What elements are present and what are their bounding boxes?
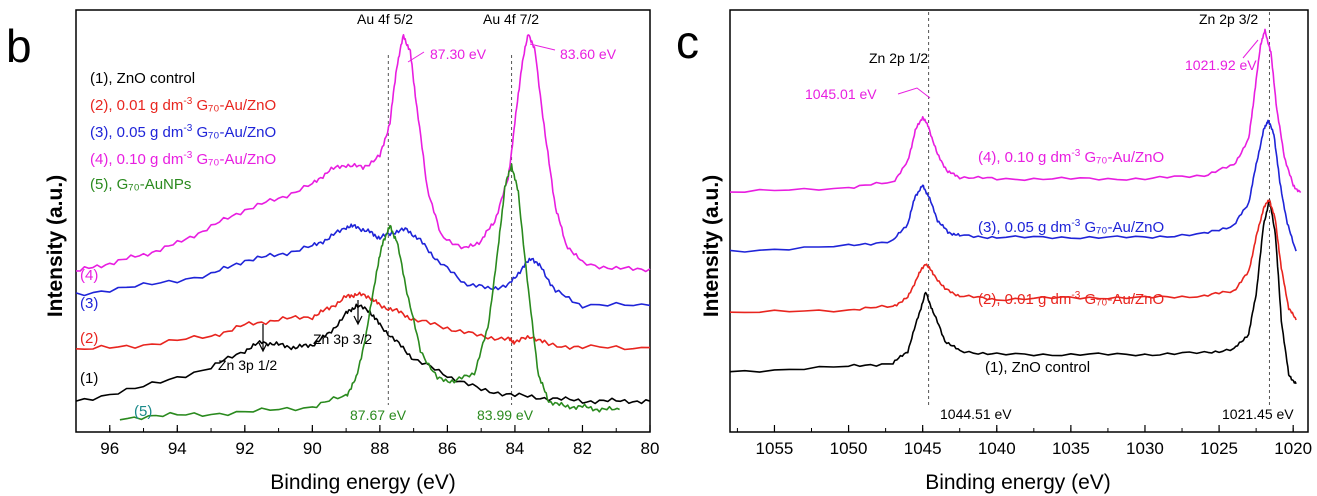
x-tick-label: 92 xyxy=(235,439,254,458)
arrow-peak-102192 xyxy=(1242,39,1259,59)
annot-zn2p12: Zn 2p 1/2 xyxy=(869,50,928,66)
x-tick-label: 80 xyxy=(641,439,660,458)
arrow-zn3p32 xyxy=(353,300,363,326)
x-tick-label: 90 xyxy=(303,439,322,458)
x-tick-label: 1045 xyxy=(904,439,942,458)
series-line-c-2 xyxy=(729,199,1297,321)
legend-entry-2: (2), 0.01 g dm-3 G₇₀-Au/ZnO xyxy=(90,96,276,114)
series-label-2: (2), 0.01 g dm-3 G₇₀-Au/ZnO xyxy=(978,290,1164,308)
panel-b-ylabel: Intensity (a.u.) xyxy=(44,175,67,317)
panel-letter-c: c xyxy=(676,16,699,68)
annot-peak-8360: 83.60 eV xyxy=(560,46,617,62)
annot-zn3p12: Zn 3p 1/2 xyxy=(218,357,277,373)
panel-c-curves xyxy=(729,28,1302,385)
panel-c-xps-zn2p: c Intensity (a.u.) Binding energy (eV) 1… xyxy=(676,9,1312,494)
panel-b-legend: (1), ZnO control (2), 0.01 g dm-3 G₇₀-Au… xyxy=(90,70,276,193)
annot-base-102145: 1021.45 eV xyxy=(1222,406,1294,422)
x-tick-label: 1025 xyxy=(1200,439,1238,458)
annot-au4f72: Au 4f 7/2 xyxy=(483,11,539,27)
panel-c-x-ticks: 1055 1050 1045 1040 1035 1030 1025 1020 xyxy=(736,425,1312,458)
x-tick-label: 84 xyxy=(505,439,524,458)
x-tick-label: 94 xyxy=(168,439,187,458)
series-line-b-2 xyxy=(75,291,651,351)
annot-base-104451: 1044.51 eV xyxy=(940,406,1012,422)
series-label-1: (1), ZnO control xyxy=(985,359,1090,376)
panel-b-x-ticks: 96 94 92 90 88 86 84 82 80 xyxy=(75,425,660,458)
legend-entry-1: (1), ZnO control xyxy=(90,70,195,87)
panel-b-curves xyxy=(75,34,651,421)
x-tick-label: 1035 xyxy=(1052,439,1090,458)
series-line-b-3 xyxy=(75,223,651,309)
legend-entry-4: (4), 0.10 g dm-3 G₇₀-Au/ZnO xyxy=(90,150,276,168)
annot-peak-102192: 1021.92 eV xyxy=(1185,57,1257,73)
curve-label-3: (3) xyxy=(80,295,98,312)
arrow-peak-104501 xyxy=(897,87,931,99)
x-tick-label: 1040 xyxy=(978,439,1016,458)
x-tick-label: 1020 xyxy=(1274,439,1312,458)
panel-b-plot-frame xyxy=(75,9,651,433)
series-line-b-5 xyxy=(119,163,620,421)
annot-g70-8399: 83.99 eV xyxy=(477,407,534,423)
annot-au4f52: Au 4f 5/2 xyxy=(357,11,413,27)
x-tick-label: 88 xyxy=(370,439,389,458)
x-tick-label: 1055 xyxy=(756,439,794,458)
curve-label-5: (5) xyxy=(134,403,152,420)
series-line-c-3 xyxy=(729,119,1297,253)
series-label-3: (3), 0.05 g dm-3 G₇₀-Au/ZnO xyxy=(978,218,1164,236)
x-tick-label: 82 xyxy=(573,439,592,458)
panel-c-ylabel: Intensity (a.u.) xyxy=(700,175,723,317)
curve-label-4: (4) xyxy=(80,267,98,284)
annot-peak-8730: 87.30 eV xyxy=(430,46,487,62)
annot-g70-8767: 87.67 eV xyxy=(350,407,407,423)
series-line-c-1 xyxy=(729,199,1297,385)
series-line-b-4 xyxy=(75,34,651,273)
legend-entry-5: (5), G₇₀-AuNPs xyxy=(90,176,191,193)
x-tick-label: 86 xyxy=(438,439,457,458)
panel-b-xlabel: Binding energy (eV) xyxy=(270,471,456,494)
curve-label-2: (2) xyxy=(80,330,98,347)
panel-b-xps-au4f: b Intensity (a.u.) Binding energy (eV) 9… xyxy=(6,9,660,494)
arrow-peak-8730 xyxy=(407,51,425,63)
annot-zn2p32: Zn 2p 3/2 xyxy=(1199,11,1258,27)
series-line-b-1 xyxy=(75,303,651,405)
x-tick-label: 96 xyxy=(100,439,119,458)
arrow-peak-8360 xyxy=(529,43,556,51)
series-line-c-4 xyxy=(729,28,1302,194)
panel-c-plot-frame xyxy=(729,9,1309,433)
annot-zn3p32: Zn 3p 3/2 xyxy=(313,331,372,347)
panel-c-xlabel: Binding energy (eV) xyxy=(925,471,1111,494)
legend-entry-3: (3), 0.05 g dm-3 G₇₀-Au/ZnO xyxy=(90,123,276,141)
panel-letter-b: b xyxy=(6,20,32,72)
annot-peak-104501: 1045.01 eV xyxy=(805,86,877,102)
x-tick-label: 1030 xyxy=(1126,439,1164,458)
series-label-4: (4), 0.10 g dm-3 G₇₀-Au/ZnO xyxy=(978,148,1164,166)
x-tick-label: 1050 xyxy=(830,439,868,458)
curve-label-1: (1) xyxy=(80,370,98,387)
arrow-zn3p12 xyxy=(258,324,268,353)
